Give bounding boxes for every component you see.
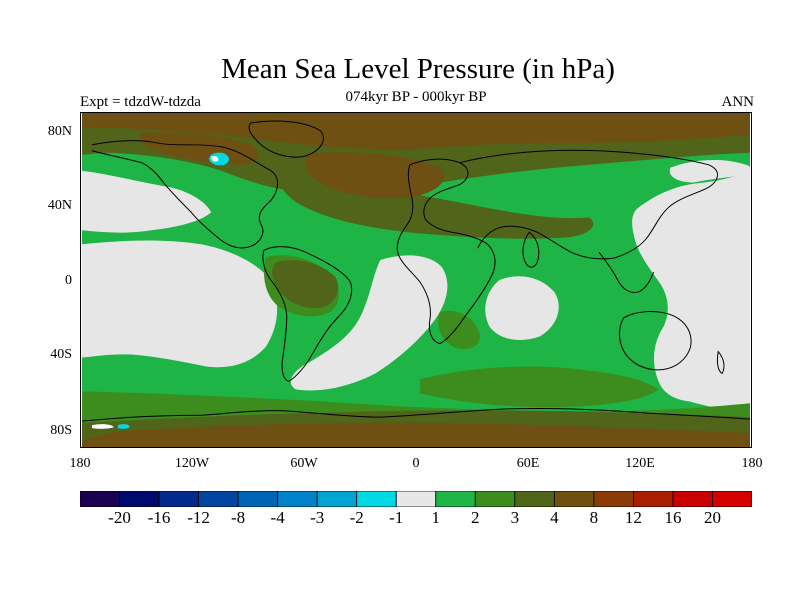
colorbar-box-2 <box>158 491 199 507</box>
plot-subtitle: 074kyr BP - 000kyr BP <box>345 89 487 105</box>
colorbar-label-2: -12 <box>187 508 210 527</box>
lat-label-40n: 40N <box>47 198 72 213</box>
colorbar-label-5: -3 <box>310 508 325 527</box>
south-atlantic-mid <box>438 310 480 349</box>
south-america-olive <box>272 260 339 309</box>
coastlines <box>81 120 751 422</box>
lat-label-40s: 40S <box>50 347 72 362</box>
colorbar-box-11 <box>514 491 555 507</box>
colorbar-box-7 <box>356 491 397 507</box>
colorbar-label-7: -1 <box>389 508 404 527</box>
colorbar-box-12 <box>553 491 595 507</box>
colorbar-box-15 <box>672 491 713 507</box>
antarctic-white <box>91 424 114 429</box>
pacific-north-grey <box>82 170 212 233</box>
arctic-brown <box>82 113 750 150</box>
colorbar-label-14: 16 <box>664 508 682 527</box>
lat-label-80n: 80N <box>47 124 72 139</box>
lon-label-0: 0 <box>412 456 420 471</box>
experiment-label: Expt = tdzdW-tdzda <box>80 94 201 110</box>
lon-label-60w: 60W <box>290 456 318 471</box>
colorbar-box-6 <box>316 491 358 507</box>
antarctica-coast <box>81 407 751 422</box>
lat-label-80s: 80S <box>50 423 72 438</box>
colorbar-label-6: -2 <box>349 508 364 527</box>
colorbar-box-5 <box>277 491 318 507</box>
new-zealand-coast <box>716 350 725 375</box>
antarctic-cyan <box>117 424 130 429</box>
season-label: ANN <box>721 94 755 110</box>
lon-label-180e: 180 <box>741 456 763 471</box>
colorbar <box>80 491 752 507</box>
colorbar-label-1: -16 <box>147 508 171 527</box>
indian-south-grey <box>485 276 559 341</box>
colorbar-label-12: 8 <box>589 508 599 527</box>
antarctica-brown <box>82 422 750 447</box>
colorbar-box-3 <box>198 491 239 507</box>
india-coast <box>522 231 540 268</box>
europe-africa-coast <box>396 158 496 345</box>
hudson-cyan <box>209 152 230 166</box>
colorbar-box-0 <box>80 491 120 507</box>
lon-label-120w: 120W <box>174 456 210 471</box>
colorbar-box-9 <box>435 491 476 507</box>
cyan-regions <box>117 152 230 429</box>
colorbar-label-4: -4 <box>270 508 285 527</box>
colorbar-label-9: 2 <box>471 508 480 527</box>
southeast-asia-coast <box>598 251 655 293</box>
lat-label-equator: 0 <box>65 273 72 288</box>
pressure-anomaly-map <box>80 112 752 448</box>
pacific-south-grey <box>82 240 278 368</box>
colorbar-label-10: 3 <box>510 508 520 527</box>
colorbar-label-15: 20 <box>703 508 721 527</box>
colorbar-box-14 <box>633 491 674 507</box>
greenland-coast <box>248 120 324 158</box>
colorbar-box-8 <box>395 491 437 507</box>
colorbar-label-13: 12 <box>624 508 642 527</box>
colorbar-label-0: -20 <box>108 508 131 527</box>
colorbar-box-16 <box>712 491 752 507</box>
southern-ocean-mid <box>419 366 659 408</box>
north-america-coast <box>91 140 279 249</box>
australia-coast <box>619 311 692 371</box>
lon-label-180w: 180 <box>69 456 91 471</box>
colorbar-label-3: -8 <box>231 508 246 527</box>
lon-label-120e: 120E <box>625 456 655 471</box>
hudson-white <box>211 155 219 162</box>
lon-label-60e: 60E <box>516 456 540 471</box>
north-pacific-east-grey <box>669 159 750 183</box>
colorbar-box-13 <box>593 491 634 507</box>
colorbar-box-1 <box>119 491 160 507</box>
colorbar-box-4 <box>237 491 279 507</box>
white-specks <box>91 155 219 429</box>
north-america-brown <box>139 132 259 165</box>
atlantic-south-grey <box>290 255 448 391</box>
asia-coast <box>459 149 718 260</box>
plot-title: Mean Sea Level Pressure (in hPa) <box>221 53 615 85</box>
colorbar-label-11: 4 <box>550 508 559 527</box>
south-america-coast <box>262 246 353 382</box>
colorbar-box-10 <box>474 491 516 507</box>
colorbar-label-8: 1 <box>431 508 441 527</box>
